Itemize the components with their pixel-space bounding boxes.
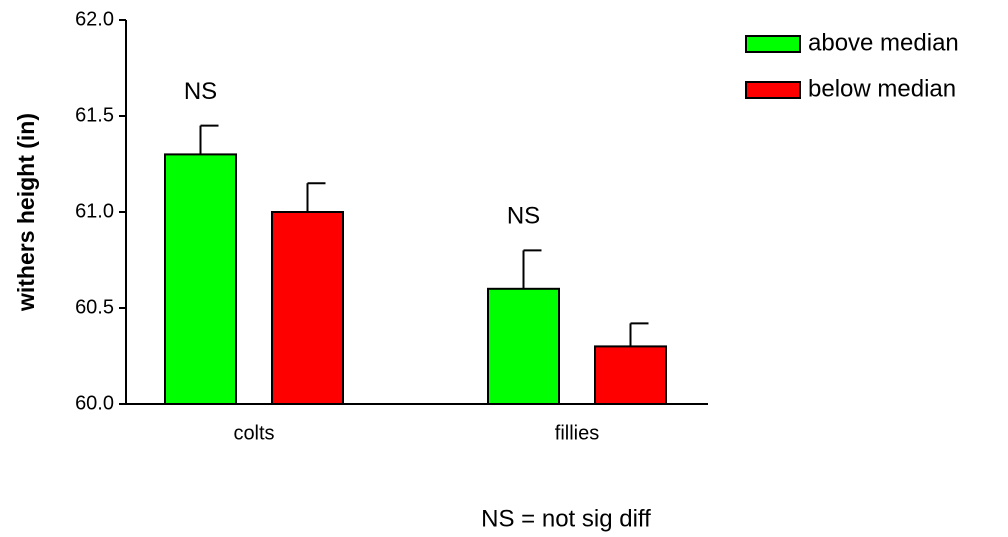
x-tick-label: fillies [555,422,599,444]
legend-swatch [745,81,801,99]
bar [271,211,344,405]
bar [487,287,560,405]
y-tick-label: 61.0 [75,200,114,222]
footnote: NS = not sig diff [481,505,651,532]
y-axis-label: withers height (in) [13,113,39,312]
y-tick-label: 62.0 [75,8,114,30]
x-tick-label: colts [233,422,274,444]
legend-label: below median [808,75,956,102]
bar [594,345,667,405]
y-tick-label: 61.5 [75,104,114,126]
annotation: NS [184,78,217,105]
annotation: NS [507,203,540,230]
legend-swatch [745,35,801,53]
y-tick-label: 60.5 [75,296,114,318]
bar [164,153,237,405]
legend-label: above median [808,29,959,56]
y-tick-label: 60.0 [75,392,114,414]
